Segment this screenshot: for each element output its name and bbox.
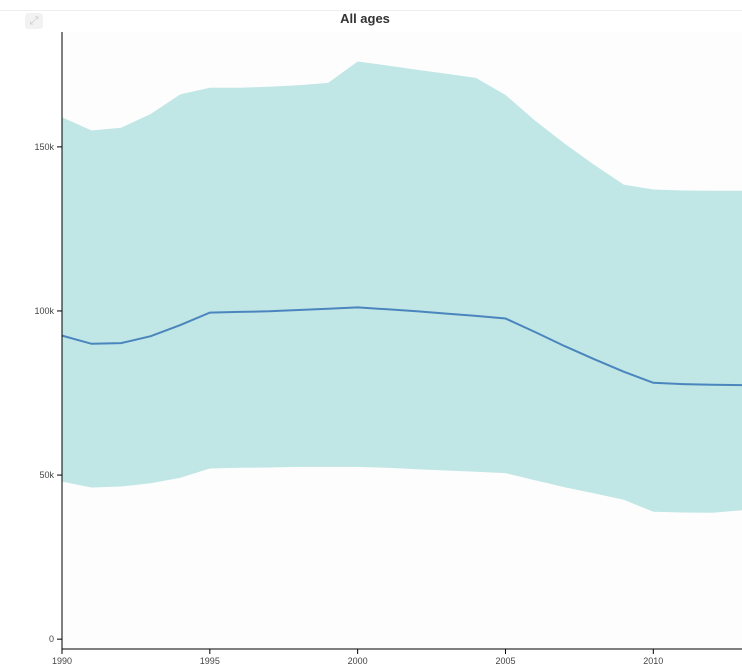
y-tick-label: 100k — [34, 306, 54, 316]
x-tick-label: 2005 — [495, 656, 515, 666]
expand-icon: ⤢ — [29, 14, 39, 27]
x-tick-label: 2010 — [643, 656, 663, 666]
expand-button[interactable]: ⤢ — [25, 13, 43, 29]
y-tick-label: 150k — [34, 142, 54, 152]
y-tick-label: 50k — [39, 470, 54, 480]
y-tick-label: 0 — [49, 634, 54, 644]
x-tick-label: 1990 — [52, 656, 72, 666]
x-tick-label: 2000 — [348, 656, 368, 666]
uncertainty-band — [62, 61, 742, 513]
estimate-line — [61, 306, 742, 387]
x-tick-label: 1995 — [200, 656, 220, 666]
header-divider — [0, 10, 742, 11]
chart-title: All ages — [340, 11, 390, 26]
